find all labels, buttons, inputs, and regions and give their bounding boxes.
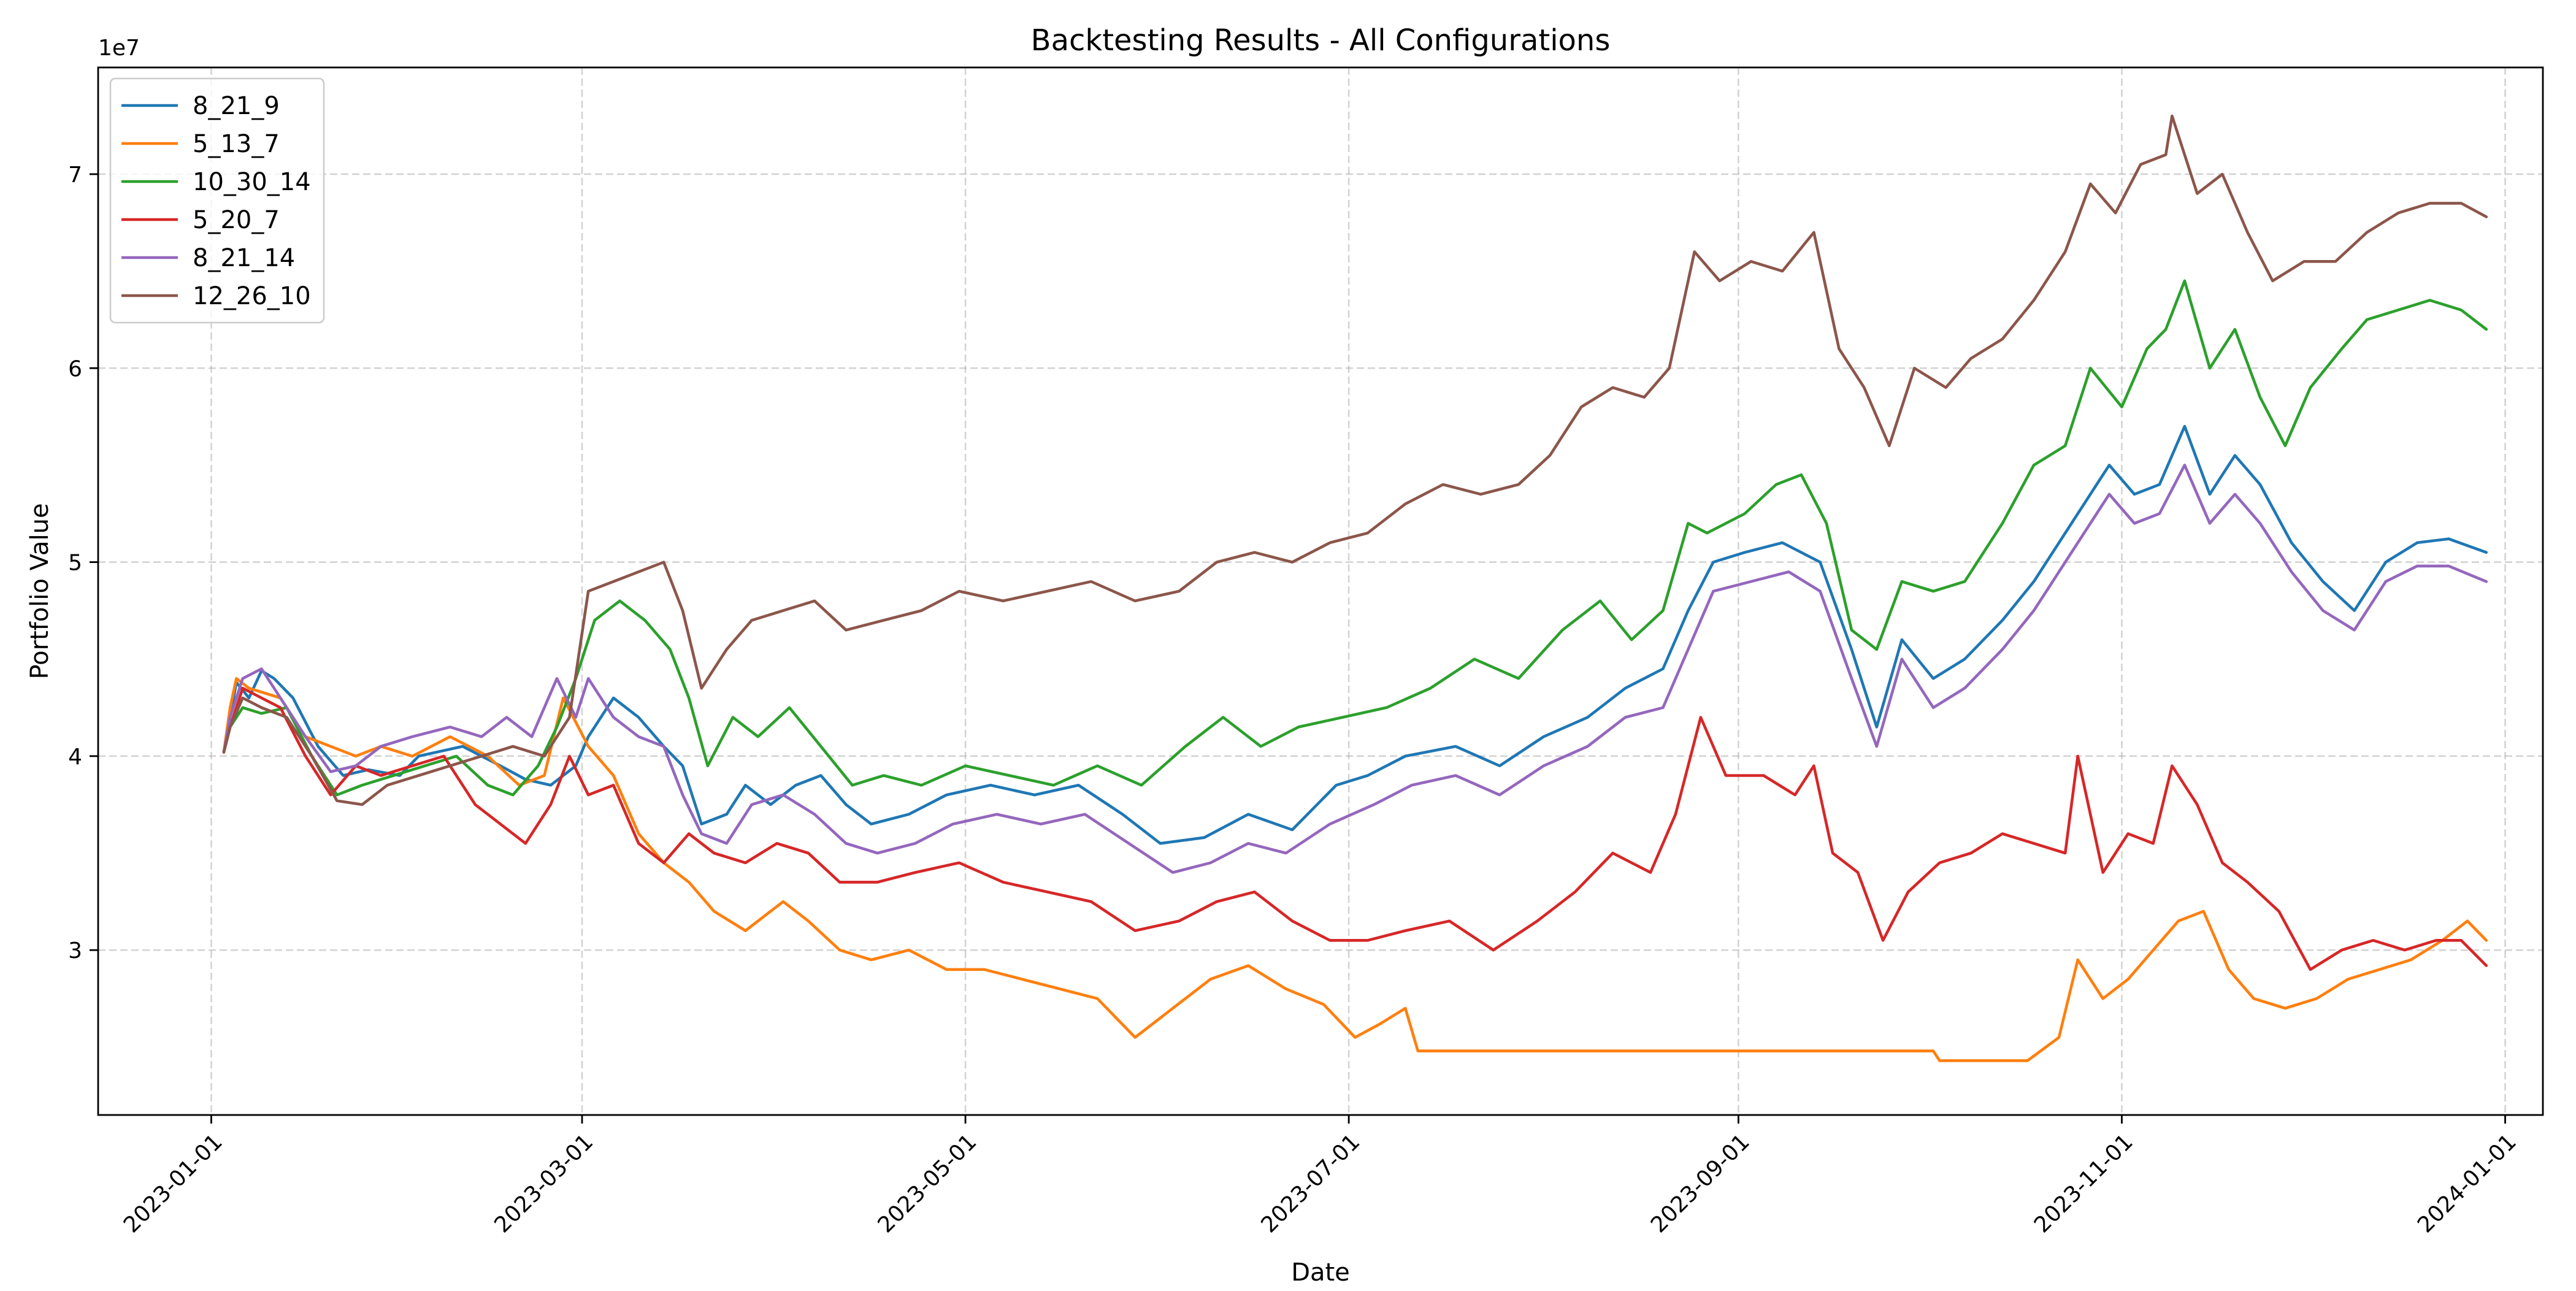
series-line-5_13_7 [222, 677, 2488, 1062]
y-tick-label: 6 [68, 356, 82, 381]
series-lines [222, 114, 2488, 1062]
y-tick-label: 7 [68, 163, 82, 188]
x-axis-label: Date [1291, 1258, 1350, 1287]
legend-label-5_13_7: 5_13_7 [193, 130, 280, 158]
y-tick-label: 5 [68, 551, 82, 576]
series-line-12_26_10 [222, 114, 2488, 806]
plot-area-frame [97, 66, 2544, 1116]
y-tick-label: 3 [68, 938, 82, 963]
legend-box [109, 77, 325, 324]
series-line-5_20_7 [222, 686, 2488, 971]
legend-label-8_21_14: 8_21_14 [193, 244, 295, 272]
legend-label-5_20_7: 5_20_7 [193, 206, 280, 234]
series-line-10_30_14 [222, 279, 2488, 797]
legend: 8_21_9 5_13_7 10_30_14 5_20_7 8_21_14 12_26_1… [109, 77, 325, 324]
y-tick-label: 4 [68, 745, 82, 770]
y-axis-label: Portfolio Value [26, 503, 54, 679]
chart-title: Backtesting Results - All Configurations [1031, 23, 1611, 58]
y-axis-ticks: 3 4 5 6 7 [68, 163, 98, 963]
y-axis-exponent-label: 1e7 [98, 36, 140, 61]
series-line-8_21_14 [222, 464, 2488, 874]
legend-label-12_26_10: 12_26_10 [193, 282, 311, 310]
legend-label-8_21_9: 8_21_9 [193, 92, 280, 120]
legend-label-10_30_14: 10_30_14 [193, 168, 311, 196]
